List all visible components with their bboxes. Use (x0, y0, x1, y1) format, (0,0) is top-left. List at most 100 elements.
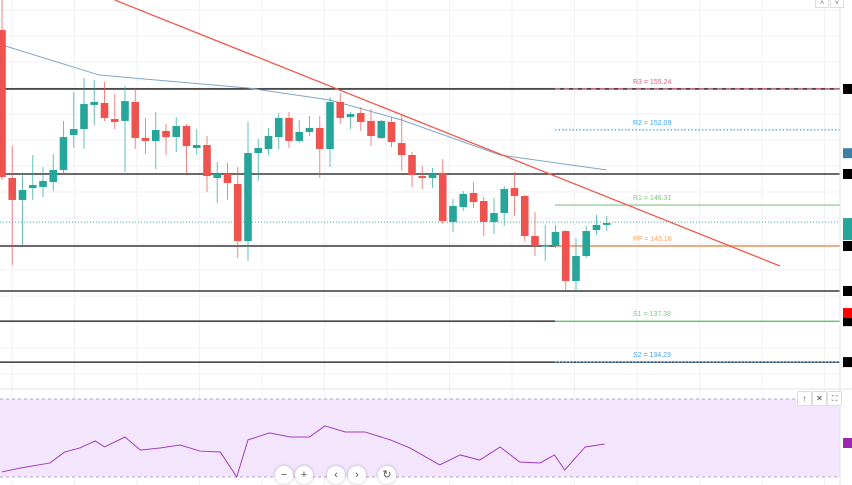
candle (315, 116, 324, 179)
candle (356, 107, 365, 131)
candle-body (28, 185, 37, 189)
pane-maximize-button[interactable]: ⛶ (827, 391, 842, 406)
price-tag (843, 308, 852, 319)
reset-chart-button[interactable]: ↻ (378, 466, 396, 484)
candle-body (131, 101, 140, 138)
candle (449, 198, 457, 232)
candle (264, 127, 273, 155)
candle-body (59, 137, 68, 170)
price-tag (843, 218, 852, 241)
candle (285, 111, 293, 148)
pivot-levels (555, 88, 840, 363)
candle (510, 172, 519, 216)
price-tag (843, 316, 852, 327)
candle-body (8, 178, 17, 200)
candle (336, 92, 345, 125)
candle-body (531, 235, 539, 246)
candle (203, 136, 211, 193)
candle-body (561, 231, 570, 281)
candle-body (305, 127, 314, 132)
candle (490, 198, 498, 235)
candle-body (121, 101, 129, 121)
candle (346, 111, 355, 129)
candle-body (172, 126, 181, 138)
candle (244, 121, 252, 261)
candle-body (80, 104, 88, 129)
rsi-value-tag (843, 438, 852, 448)
candle (408, 152, 416, 187)
price-axis-tags (843, 83, 852, 448)
scale-up-button[interactable]: ˄ (815, 0, 829, 8)
price-tag (843, 148, 852, 159)
pane-close-button[interactable]: ✕ (812, 391, 827, 406)
scale-down-button[interactable]: ˅ (830, 0, 844, 8)
pivot-label: R2 = 152.09 (633, 119, 672, 127)
zoom-in-button[interactable]: + (295, 466, 313, 484)
candle-body (602, 222, 611, 225)
candle (233, 166, 242, 258)
candle (438, 159, 447, 225)
candle (469, 182, 478, 209)
candle (110, 94, 119, 129)
candle (80, 78, 88, 150)
pivot-label: S1 = 137.38 (633, 311, 671, 319)
scroll-right-button[interactable]: › (348, 466, 366, 484)
candle-body (151, 130, 160, 141)
candle (162, 124, 170, 155)
candle-body (223, 173, 232, 183)
candle-body (141, 137, 150, 141)
candle (49, 153, 58, 192)
candle-body (295, 131, 304, 141)
pane-move-up-button[interactable]: ↑ (797, 391, 812, 406)
candle (182, 124, 191, 173)
scroll-left-button[interactable]: ‹ (327, 466, 345, 484)
candle-body (233, 183, 242, 242)
candle-body (438, 172, 447, 222)
candle-body (18, 189, 27, 200)
candle-body (500, 189, 509, 213)
candle (172, 117, 181, 153)
trendline[interactable] (114, 0, 781, 267)
candle (28, 155, 37, 200)
candle-body (490, 212, 498, 222)
price-tag (843, 168, 852, 179)
candle-body (418, 176, 427, 179)
candle (39, 166, 47, 197)
candle-body (90, 101, 99, 105)
candle (326, 97, 334, 167)
candle (141, 117, 150, 154)
candle-body (182, 126, 191, 147)
candle-body (192, 144, 201, 148)
candle (100, 81, 109, 121)
candle (121, 85, 129, 173)
candle (479, 196, 488, 236)
candle-body (213, 173, 222, 179)
candle-body (510, 188, 519, 196)
candle (582, 225, 591, 258)
candle (151, 111, 160, 170)
candle-body (572, 256, 580, 281)
candle (377, 120, 386, 140)
candle (90, 79, 99, 125)
pivot-label: R3 = 155.24 (633, 78, 672, 86)
candle (59, 120, 68, 173)
rsi-band-bounds (0, 398, 840, 478)
candle-body (315, 127, 324, 150)
candle (0, 0, 6, 180)
candle (459, 191, 468, 212)
pivot-label: S2 = 134.23 (633, 352, 671, 360)
price-tag (843, 357, 852, 368)
candle (541, 224, 550, 261)
zoom-out-button[interactable]: − (275, 466, 293, 484)
candle (213, 162, 222, 203)
candle-body (244, 153, 252, 242)
moving-average-line (1, 44, 607, 171)
candle-body (459, 194, 468, 207)
pivot-label: PP = 143.16 (633, 236, 672, 243)
candle (418, 166, 427, 190)
candle (254, 139, 263, 181)
candle-body (541, 244, 550, 247)
candle-body (100, 103, 109, 118)
candle-body (274, 117, 283, 138)
